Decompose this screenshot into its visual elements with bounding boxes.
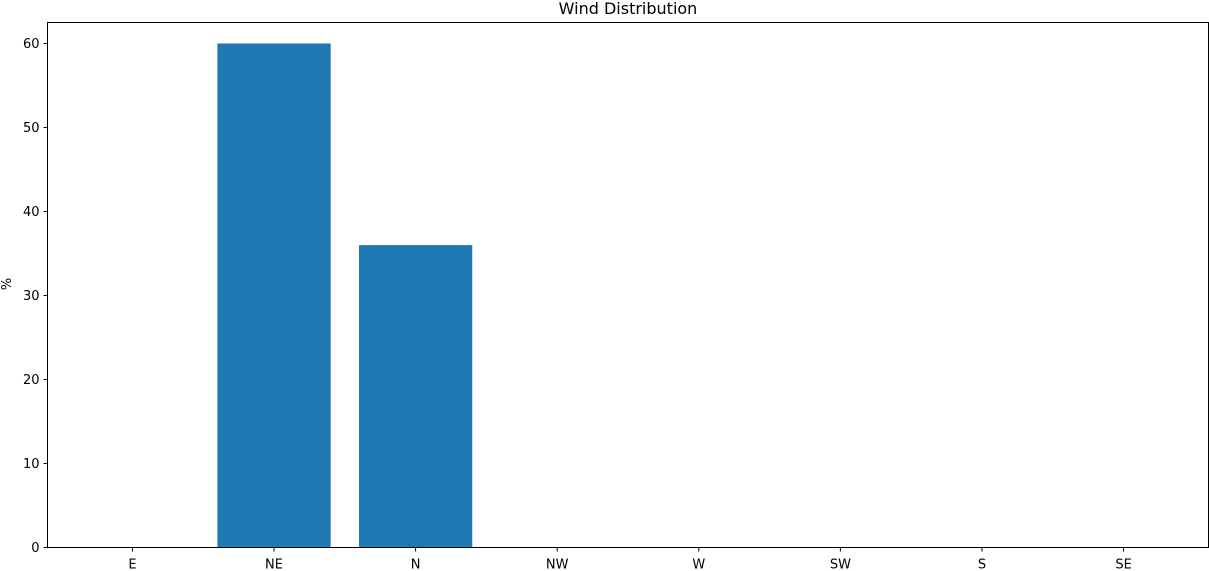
x-tick-label-sw: SW — [830, 558, 851, 571]
y-tick-label: 0 — [31, 541, 39, 556]
chart-title: Wind Distribution — [559, 0, 698, 18]
x-tick-label-ne: NE — [265, 558, 283, 571]
y-tick-label: 60 — [23, 37, 40, 52]
y-tick-label: 20 — [23, 373, 40, 388]
x-tick-label-se: SE — [1115, 558, 1131, 571]
y-tick-label: 40 — [23, 205, 40, 220]
bar-ne — [217, 43, 331, 548]
bars-group — [217, 43, 473, 548]
x-tick-label-n: N — [411, 558, 421, 571]
y-axis: 0 10 20 30 40 50 60 — [23, 37, 48, 556]
y-tick-label: 10 — [23, 457, 40, 472]
y-tick-label: 30 — [23, 289, 40, 304]
y-axis-label: % — [0, 278, 15, 290]
x-tick-label-nw: NW — [546, 558, 569, 571]
x-axis: E NE N NW W SW S SE — [128, 547, 1132, 571]
x-tick-label-e: E — [128, 558, 136, 571]
bar-n — [358, 245, 473, 548]
x-tick-label-w: W — [692, 558, 705, 571]
y-tick-label: 50 — [23, 121, 40, 136]
x-tick-label-s: S — [978, 558, 986, 571]
